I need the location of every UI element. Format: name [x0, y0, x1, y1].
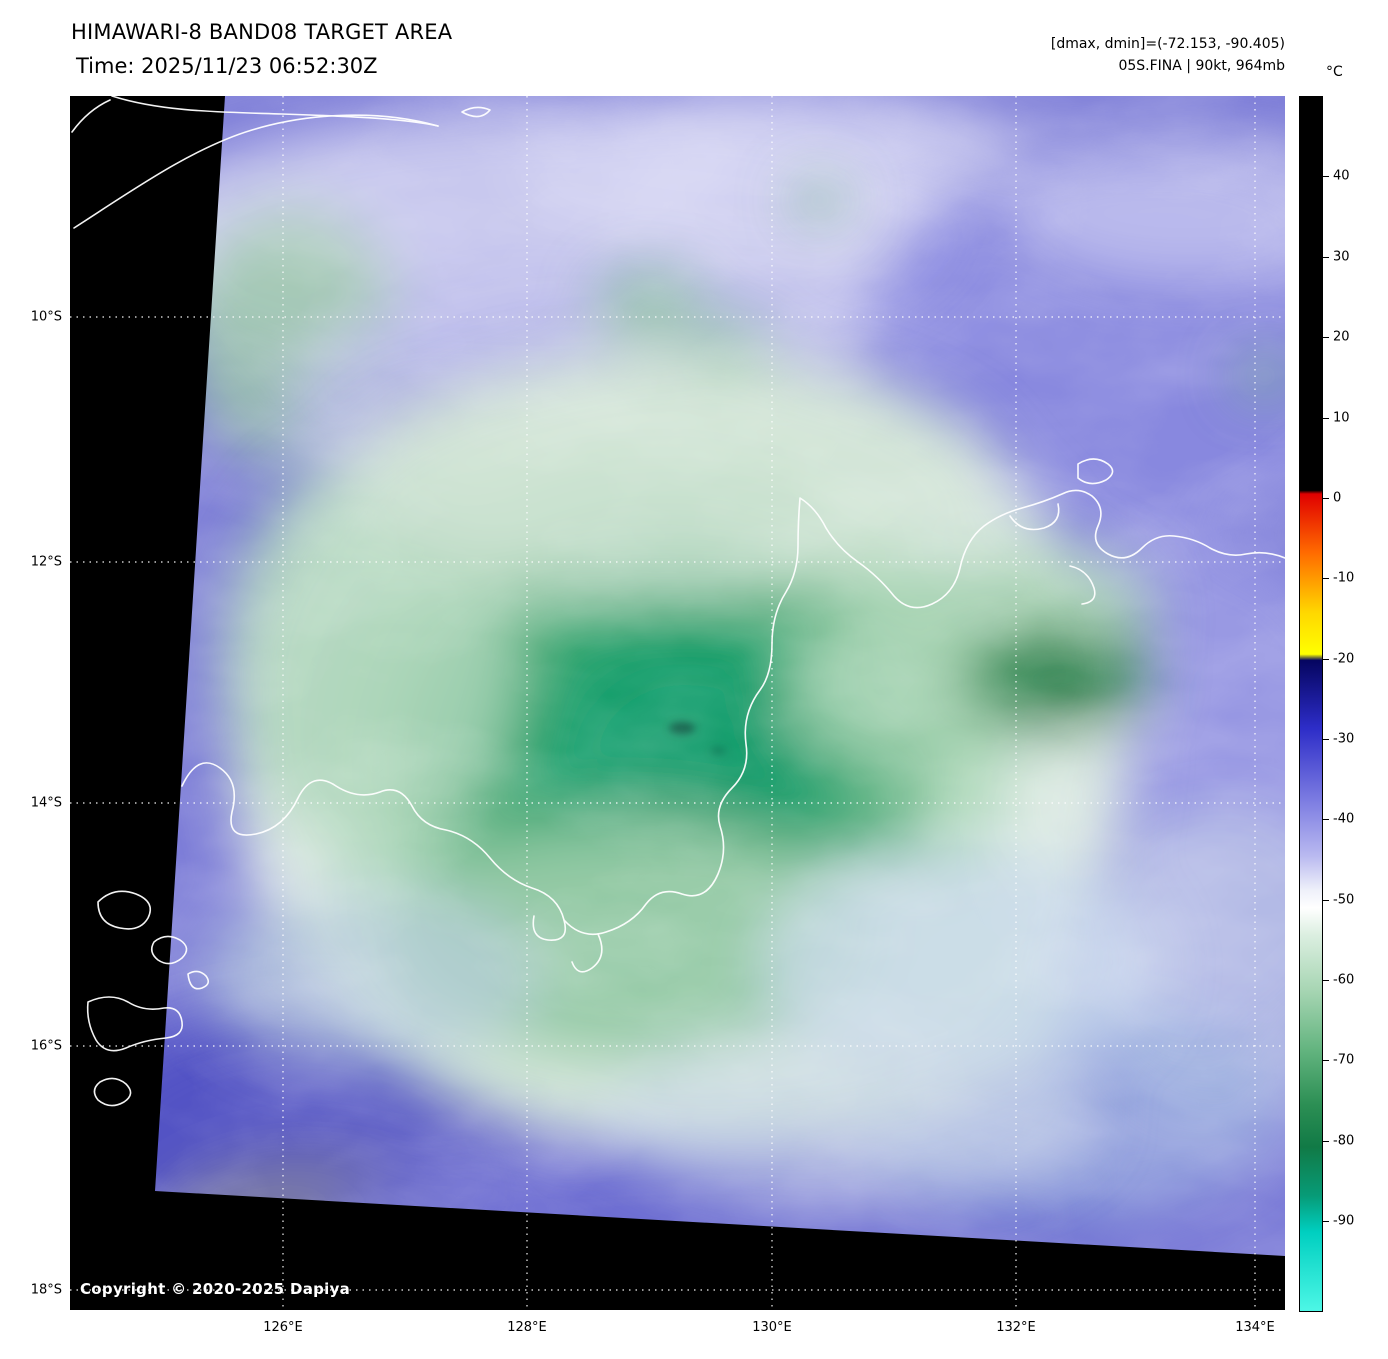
colorbar-tick: [1323, 980, 1329, 981]
satellite-map-panel: Copyright © 2020-2025 Dapiya: [70, 96, 1285, 1310]
colorbar-tick: [1323, 1141, 1329, 1142]
lon-axis-label: 132°E: [996, 1320, 1036, 1335]
lat-axis-label: 18°S: [30, 1282, 62, 1298]
colorbar-tick-label: 30: [1333, 249, 1350, 265]
colorbar-tick: [1323, 337, 1329, 338]
lon-axis-label: 130°E: [752, 1320, 792, 1335]
dmax-dmin-annotation: [dmax, dmin]=(-72.153, -90.405): [1050, 36, 1285, 52]
colorbar-tick-label: -30: [1333, 731, 1355, 747]
colorbar-tick: [1323, 1221, 1329, 1222]
cloud-texture-overlay: [70, 96, 1285, 1310]
timestamp-label: Time: 2025/11/23 06:52:30Z: [76, 54, 378, 78]
colorbar-tick-label: -40: [1333, 811, 1355, 827]
storm-info-annotation: 05S.FINA | 90kt, 964mb: [1118, 58, 1285, 74]
graticule-gridlines: [70, 96, 1285, 1310]
colorbar-tick: [1323, 819, 1329, 820]
colorbar-tick-label: -50: [1333, 892, 1355, 908]
colorbar-tick: [1323, 257, 1329, 258]
colorbar-tick-label: 10: [1333, 410, 1350, 426]
colorbar-tick: [1323, 578, 1329, 579]
colorbar-tick: [1323, 739, 1329, 740]
colorbar-tick-label: 0: [1333, 490, 1342, 506]
colorbar-tick-label: -60: [1333, 972, 1355, 988]
colorbar-tick-label: -70: [1333, 1052, 1355, 1068]
lat-axis-label: 10°S: [30, 309, 62, 325]
colorbar-unit-label: °C: [1326, 64, 1343, 80]
lat-axis-label: 16°S: [30, 1038, 62, 1054]
page-title: HIMAWARI-8 BAND08 TARGET AREA: [71, 20, 453, 44]
colorbar-tick: [1323, 1060, 1329, 1061]
colorbar-tick: [1323, 418, 1329, 419]
copyright-text: Copyright © 2020-2025 Dapiya: [80, 1280, 351, 1298]
colorbar-tick-label: -20: [1333, 651, 1355, 667]
colorbar-tick-label: 40: [1333, 168, 1350, 184]
lon-axis-label: 128°E: [507, 1320, 547, 1335]
no-data-mask: [70, 96, 1285, 1310]
lat-axis-label: 14°S: [30, 795, 62, 811]
colorbar-tick: [1323, 176, 1329, 177]
lon-axis-label: 126°E: [263, 1320, 303, 1335]
colorbar-tick-label: 20: [1333, 329, 1350, 345]
colorbar-tick: [1323, 659, 1329, 660]
colorbar-tick: [1323, 498, 1329, 499]
lat-axis-label: 12°S: [30, 554, 62, 570]
colorbar-tick: [1323, 900, 1329, 901]
colorbar-tick-label: -80: [1333, 1133, 1355, 1149]
satellite-image-svg: [70, 96, 1285, 1310]
colorbar-tick-label: -10: [1333, 570, 1355, 586]
colorbar-tick-label: -90: [1333, 1213, 1355, 1229]
colorbar: [1299, 96, 1323, 1312]
lon-axis-label: 134°E: [1235, 1320, 1275, 1335]
